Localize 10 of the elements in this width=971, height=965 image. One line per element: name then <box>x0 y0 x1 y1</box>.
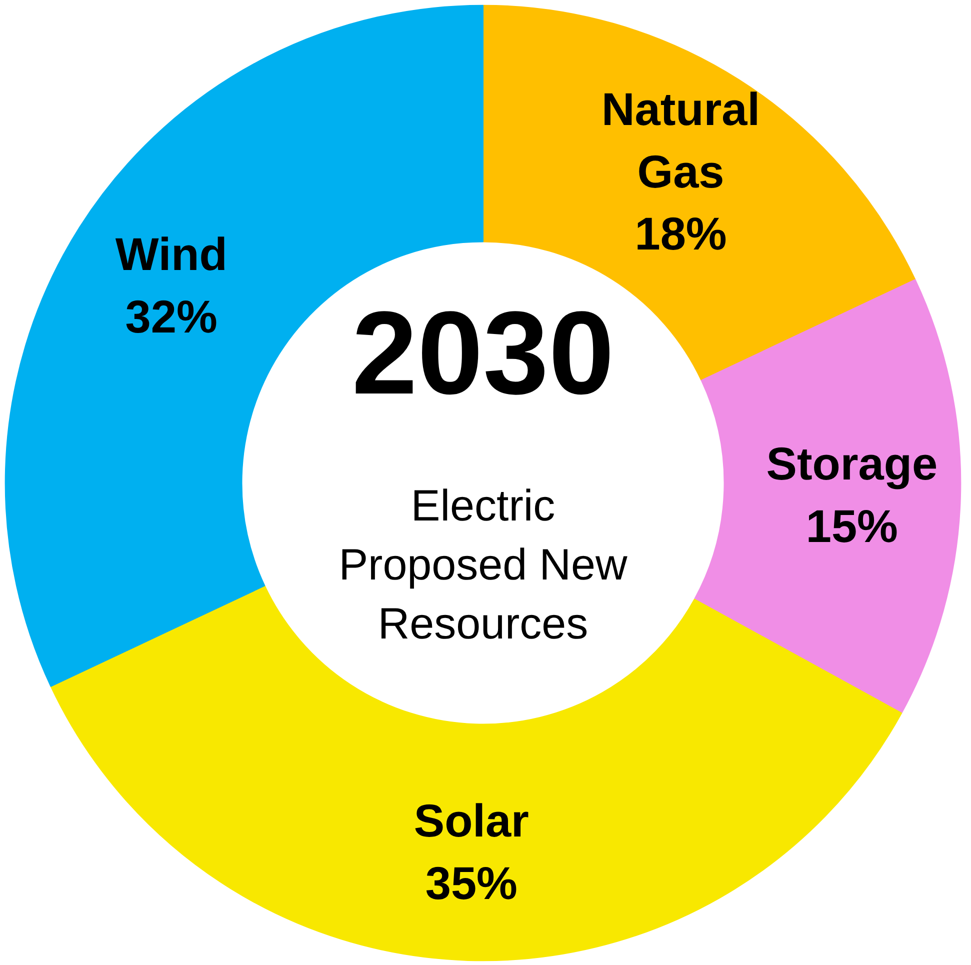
slice-label: Solar <box>414 794 530 847</box>
text: 2030 <box>352 288 614 420</box>
data-label: 35% <box>425 857 518 910</box>
data-label: 15% <box>806 500 898 552</box>
data-label: 32% <box>125 290 218 342</box>
slice-label: Natural Gas <box>602 82 760 198</box>
data-label: 18% <box>634 208 727 260</box>
slice-label: Wind <box>115 228 228 280</box>
slice-label: Storage <box>766 437 938 490</box>
text: Electric Proposed New Resources <box>338 482 628 648</box>
